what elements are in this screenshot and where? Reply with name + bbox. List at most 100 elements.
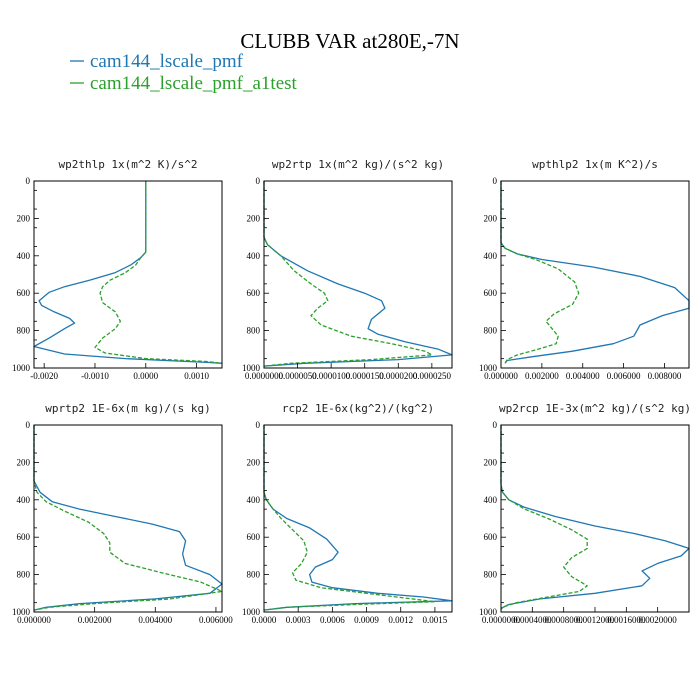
y-tick-label: 400: [17, 251, 31, 261]
plot-frame: [500, 180, 690, 369]
legend: cam144_lscale_pmf cam144_lscale_pmf_a1te…: [70, 51, 298, 94]
x-tick-label: 0.0020000: [639, 615, 678, 625]
y-tick-label: 0: [256, 420, 261, 430]
plot-frame: [263, 424, 453, 613]
x-tick-label: 0.006000: [199, 615, 233, 625]
panel-5: wp2rcp 1E-3x(m^2 kg)/(s^2 kg)0 200 400 600 8…: [479, 402, 691, 625]
x-tick-label: 0.0003: [286, 615, 311, 625]
series-line-0: [500, 181, 690, 364]
y-tick-label: 1000: [12, 363, 31, 373]
x-tick-label: 0.0010: [184, 371, 209, 381]
y-tick-label: 600: [247, 288, 261, 298]
x-tick-label: 0.002000: [78, 615, 112, 625]
x-tick-label: 0.006000: [607, 371, 641, 381]
y-tick-label: 200: [247, 213, 261, 223]
y-tick-label: 400: [484, 251, 498, 261]
x-tick-label: 0.0000000: [245, 371, 284, 381]
x-tick-label: 0.0016000: [607, 615, 646, 625]
legend-label-0: cam144_lscale_pmf: [90, 51, 244, 72]
y-tick-label: 0: [26, 176, 31, 186]
x-tick-label: 0.0000200: [379, 371, 418, 381]
panel-title: wp2rcp 1E-3x(m^2 kg)/(s^2 kg): [499, 402, 691, 415]
legend-label-1: cam144_lscale_pmf_a1test: [90, 73, 298, 94]
y-tick-label: 1000: [479, 607, 498, 617]
series-line-0: [33, 425, 223, 611]
x-tick-label: 0.004000: [138, 615, 172, 625]
x-tick-label: 0.004000: [566, 371, 600, 381]
x-tick-label: 0.0000: [133, 371, 158, 381]
y-tick-label: 200: [17, 213, 31, 223]
x-tick-label: 0.0006: [320, 615, 345, 625]
x-tick-label: -0.0020: [30, 371, 58, 381]
y-tick-label: 800: [17, 570, 31, 580]
y-tick-label: 600: [484, 288, 498, 298]
y-tick-label: 800: [17, 326, 31, 336]
x-tick-label: 0.0004000: [513, 615, 552, 625]
x-tick-label: 0.0015: [423, 615, 448, 625]
plot-frame: [263, 180, 453, 369]
series-line-0: [263, 425, 453, 611]
panel-0: wp2thlp 1x(m^2 K)/s^202004006008001000-0…: [12, 158, 223, 381]
y-tick-label: 600: [17, 288, 31, 298]
plot-frame: [500, 424, 690, 613]
x-tick-label: 0.000000: [484, 371, 518, 381]
y-tick-label: 200: [17, 457, 31, 467]
panel-title: wp2thlp 1x(m^2 K)/s^2: [58, 158, 197, 171]
x-tick-label: 0.0000150: [346, 371, 385, 381]
series-line-1: [500, 425, 588, 610]
y-tick-label: 600: [17, 532, 31, 542]
x-tick-label: 0.0008000: [545, 615, 584, 625]
y-tick-label: 600: [247, 532, 261, 542]
x-tick-label: 0.0009: [354, 615, 379, 625]
y-tick-label: 0: [256, 176, 261, 186]
y-tick-label: 800: [484, 570, 498, 580]
panel-3: wprtp2 1E-6x(m kg)/(s kg) 0 200 400 600 800 10…: [12, 402, 233, 625]
y-tick-label: 200: [484, 213, 498, 223]
series-line-1: [500, 181, 580, 364]
y-tick-label: 200: [247, 457, 261, 467]
y-tick-label: 600: [484, 532, 498, 542]
x-tick-label: 0.0012: [388, 615, 413, 625]
plot-frame: [33, 424, 223, 613]
y-tick-label: 0: [26, 420, 31, 430]
y-tick-label: 0: [493, 176, 498, 186]
x-tick-label: 0.0000100: [312, 371, 351, 381]
series-line-0: [33, 181, 223, 364]
series-line-1: [263, 181, 433, 367]
panel-4: rcp2 1E-6x(kg^2)/(kg^2) 0 200 400 600 800 1000…: [242, 402, 453, 625]
x-tick-label: -0.0010: [81, 371, 109, 381]
y-tick-label: 800: [247, 326, 261, 336]
series-line-1: [33, 425, 223, 611]
series-line-1: [94, 181, 223, 364]
series-line-1: [263, 425, 436, 611]
x-tick-label: 0.0000250: [413, 371, 452, 381]
y-tick-label: 800: [247, 570, 261, 580]
y-tick-label: 0: [493, 420, 498, 430]
panel-title: wpthlp2 1x(m K^2)/s: [532, 158, 658, 171]
x-tick-label: 0.0000000: [482, 615, 521, 625]
y-tick-label: 400: [247, 251, 261, 261]
panel-2: wpthlp2 1x(m K^2)/s020040060080010000.00…: [479, 158, 690, 381]
y-tick-label: 1000: [242, 607, 261, 617]
y-tick-label: 400: [17, 495, 31, 505]
plot-frame: [33, 180, 223, 369]
x-tick-label: 0.000000: [17, 615, 51, 625]
panels: wp2thlp 1x(m^2 K)/s^202004006008001000-0…: [12, 158, 691, 625]
panel-title: wprtp2 1E-6x(m kg)/(s kg): [45, 402, 211, 415]
y-tick-label: 400: [484, 495, 498, 505]
y-tick-label: 1000: [12, 607, 31, 617]
y-tick-label: 1000: [479, 363, 498, 373]
panel-title: rcp2 1E-6x(kg^2)/(kg^2): [282, 402, 434, 415]
x-tick-label: 0.0000050: [278, 371, 317, 381]
series-line-0: [263, 181, 453, 367]
x-tick-label: 0.002000: [525, 371, 559, 381]
y-tick-label: 400: [247, 495, 261, 505]
panel-1: wp2rtp 1x(m^2 kg)/(s^2 kg) 0 200 400 600 800 1…: [242, 158, 453, 381]
x-tick-label: 0.0012000: [576, 615, 615, 625]
y-tick-label: 800: [484, 326, 498, 336]
series-line-0: [500, 425, 690, 609]
x-tick-label: 0.0000: [252, 615, 277, 625]
y-tick-label: 200: [484, 457, 498, 467]
x-tick-label: 0.008000: [648, 371, 682, 381]
